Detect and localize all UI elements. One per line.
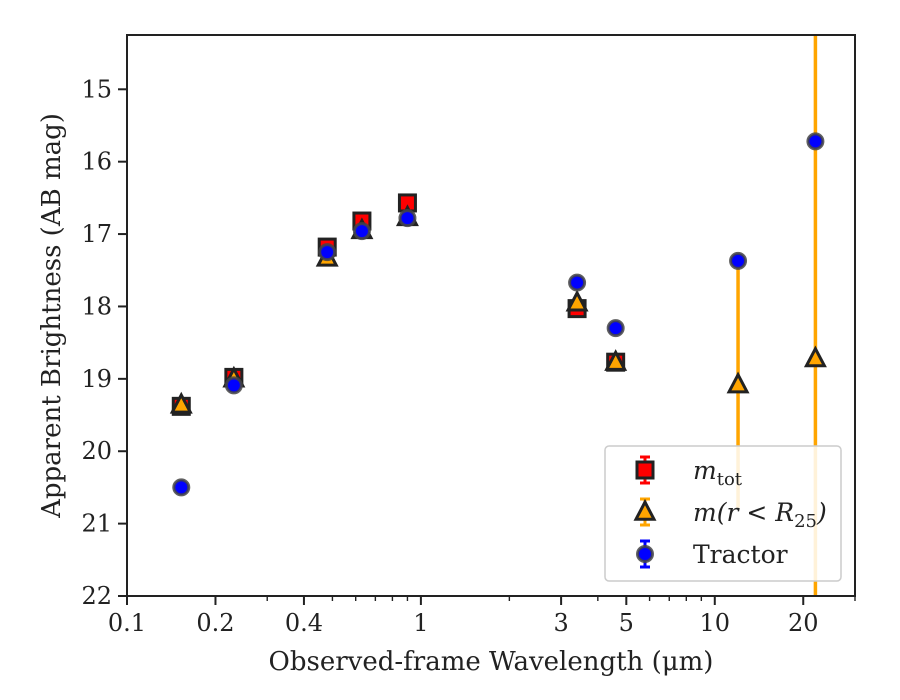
y-tick-label: 18 <box>81 292 112 320</box>
x-tick-label: 10 <box>700 609 731 637</box>
legend-label-tail: ) <box>816 498 827 527</box>
legend-marker <box>633 498 657 521</box>
plot-marks <box>169 35 827 596</box>
legend-marker <box>636 545 654 563</box>
x-axis-ticks: 0.1 0.2 0.4 1 3 5 10 20 <box>108 596 856 637</box>
data-point <box>568 273 587 292</box>
x-tick-label: 0.4 <box>285 609 323 637</box>
y-tick-label: 16 <box>81 148 112 176</box>
plot-frame <box>126 34 856 597</box>
data-point <box>729 251 748 270</box>
legend-label-subscript: 25 <box>794 511 817 532</box>
legend-label: Tractor <box>693 540 788 569</box>
series-2 <box>172 132 825 497</box>
x-tick-label: 20 <box>788 609 819 637</box>
data-point <box>803 345 827 368</box>
data-point <box>606 319 625 338</box>
data-point <box>565 289 589 312</box>
legend-label-main: m(r < R <box>693 498 794 527</box>
y-axis-label: Apparent Brightness (AB mag) <box>37 113 67 519</box>
data-point <box>172 478 191 497</box>
legend-label-main: m <box>693 456 717 485</box>
data-point <box>398 209 417 228</box>
y-axis-ticks: 15 16 17 18 19 20 21 22 <box>81 75 127 610</box>
x-tick-label: 0.2 <box>196 609 234 637</box>
y-tick-label: 21 <box>81 510 112 538</box>
data-point <box>318 243 337 262</box>
legend-label-main: Tractor <box>693 540 788 569</box>
legend: mtot m(r < R25) Tractor <box>604 445 842 582</box>
legend-box <box>604 445 842 582</box>
y-tick-label: 22 <box>81 582 112 610</box>
data-point <box>224 376 243 395</box>
y-tick-label: 17 <box>81 220 112 248</box>
x-tick-label: 1 <box>413 609 428 637</box>
y-tick-label: 20 <box>81 437 112 465</box>
data-point <box>806 132 825 151</box>
data-point <box>169 391 193 414</box>
x-tick-label: 0.1 <box>108 609 146 637</box>
x-axis-label: Observed-frame Wavelength (μm) <box>269 647 714 677</box>
legend-label-subscript: tot <box>717 469 743 490</box>
x-tick-label: 3 <box>553 609 568 637</box>
y-tick-label: 15 <box>81 75 112 103</box>
legend-label: mtot <box>693 456 743 490</box>
data-point <box>352 222 371 241</box>
data-point <box>604 349 628 371</box>
data-point <box>726 371 750 394</box>
y-tick-label: 19 <box>81 365 112 393</box>
legend-marker <box>635 460 655 480</box>
x-tick-label: 5 <box>619 609 634 637</box>
legend-label: m(r < R25) <box>693 498 827 532</box>
